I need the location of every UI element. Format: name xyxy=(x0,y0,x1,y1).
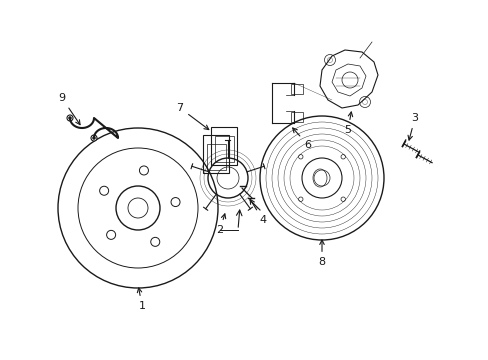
Circle shape xyxy=(91,135,97,141)
Text: 3: 3 xyxy=(407,113,418,140)
Text: 1: 1 xyxy=(137,288,145,311)
Circle shape xyxy=(68,117,71,120)
Text: 8: 8 xyxy=(318,240,325,267)
Circle shape xyxy=(67,115,73,121)
Text: 5: 5 xyxy=(344,112,352,135)
Circle shape xyxy=(92,136,95,140)
Text: 6: 6 xyxy=(292,128,311,150)
Text: 4: 4 xyxy=(250,199,266,225)
Text: 2: 2 xyxy=(216,214,225,235)
Text: 7: 7 xyxy=(176,103,208,130)
Text: 9: 9 xyxy=(59,93,80,125)
